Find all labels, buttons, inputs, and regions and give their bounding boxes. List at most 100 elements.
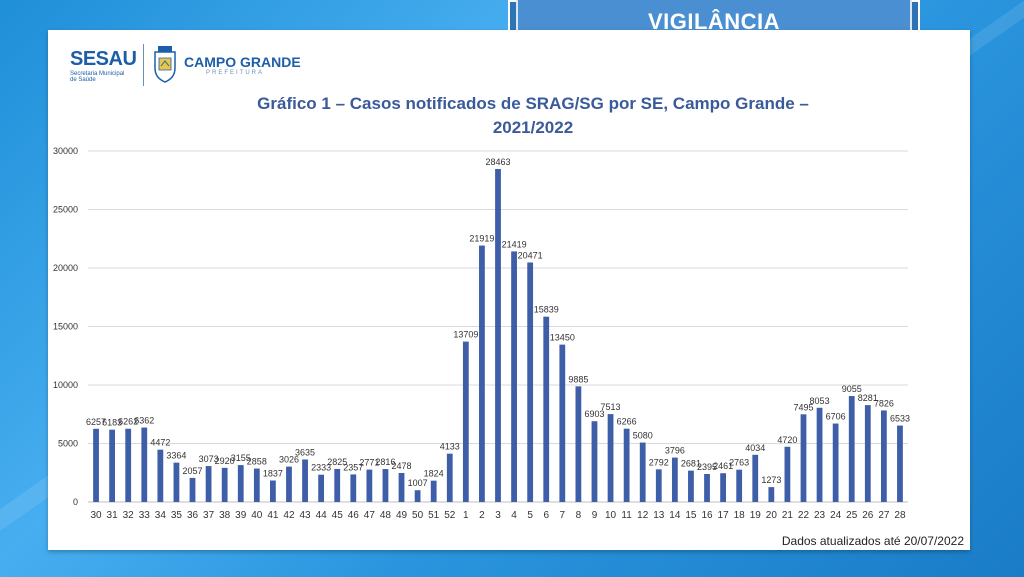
x-tick-label: 11 bbox=[621, 510, 632, 521]
x-tick-label: 33 bbox=[139, 510, 151, 521]
bar bbox=[800, 414, 807, 502]
data-label: 7826 bbox=[874, 398, 894, 408]
x-tick-label: 42 bbox=[283, 510, 295, 521]
x-tick-label: 7 bbox=[560, 510, 566, 521]
data-label: 2395 bbox=[697, 462, 717, 472]
sesau-logo-sub2: de Saúde bbox=[70, 77, 96, 83]
x-tick-label: 18 bbox=[734, 510, 746, 521]
data-label: 2825 bbox=[327, 457, 347, 467]
data-label: 1824 bbox=[424, 469, 444, 479]
data-label: 20471 bbox=[518, 250, 543, 260]
x-tick-label: 40 bbox=[251, 510, 263, 521]
bar bbox=[430, 480, 437, 502]
x-tick-label: 16 bbox=[701, 510, 713, 521]
data-label: 3073 bbox=[199, 454, 219, 464]
x-tick-label: 20 bbox=[766, 510, 778, 521]
bar bbox=[575, 386, 582, 502]
x-tick-label: 30 bbox=[90, 510, 102, 521]
x-tick-label: 17 bbox=[718, 510, 730, 521]
data-label: 1273 bbox=[761, 475, 781, 485]
bar-chart: 0500010000150002000025000300006257306183… bbox=[53, 146, 910, 521]
city-crest-icon bbox=[154, 46, 176, 83]
bar bbox=[527, 262, 534, 502]
bar bbox=[655, 469, 662, 502]
bar bbox=[414, 490, 421, 502]
bar bbox=[832, 423, 839, 502]
bar bbox=[125, 428, 132, 502]
data-updated-note: Dados atualizados até 20/07/2022 bbox=[781, 534, 964, 548]
data-label: 6266 bbox=[617, 417, 637, 427]
x-tick-label: 12 bbox=[637, 510, 649, 521]
x-tick-label: 47 bbox=[364, 510, 376, 521]
x-tick-label: 28 bbox=[894, 510, 906, 521]
x-tick-label: 10 bbox=[605, 510, 617, 521]
data-label: 6903 bbox=[584, 409, 604, 419]
data-label: 3796 bbox=[665, 446, 685, 456]
x-tick-label: 21 bbox=[782, 510, 794, 521]
data-label: 7495 bbox=[793, 402, 813, 412]
y-tick-label: 25000 bbox=[53, 205, 78, 215]
bar bbox=[688, 470, 694, 502]
data-label: 2333 bbox=[311, 463, 331, 473]
bar bbox=[141, 427, 148, 502]
x-tick-label: 9 bbox=[592, 510, 598, 521]
x-tick-label: 32 bbox=[123, 510, 135, 521]
data-label: 3026 bbox=[279, 455, 299, 465]
bar bbox=[173, 462, 180, 502]
data-label: 4034 bbox=[745, 443, 765, 453]
x-tick-label: 23 bbox=[814, 510, 826, 521]
x-tick-label: 50 bbox=[412, 510, 424, 521]
x-tick-label: 48 bbox=[380, 510, 392, 521]
campo-grande-logo: CAMPO GRANDE PREFEITURA bbox=[184, 54, 301, 76]
bar bbox=[189, 477, 196, 502]
bar bbox=[270, 480, 276, 502]
sesau-logo: SESAU Secretaria Municipal de Saúde bbox=[70, 48, 137, 83]
campo-grande-logo-sub: PREFEITURA bbox=[206, 70, 265, 76]
bar bbox=[286, 466, 292, 502]
sesau-logo-text: SESAU bbox=[70, 48, 137, 70]
x-tick-label: 38 bbox=[219, 510, 231, 521]
bar bbox=[768, 487, 775, 502]
bar bbox=[639, 442, 646, 502]
data-label: 13709 bbox=[453, 330, 478, 340]
data-label: 6262 bbox=[118, 417, 138, 427]
logo-divider bbox=[143, 44, 144, 86]
bar bbox=[591, 421, 598, 502]
data-label: 6533 bbox=[890, 414, 910, 424]
bar bbox=[93, 428, 99, 502]
x-tick-label: 37 bbox=[203, 510, 215, 521]
bar bbox=[366, 469, 373, 502]
data-label: 5080 bbox=[633, 431, 653, 441]
bar bbox=[382, 469, 389, 502]
y-tick-label: 5000 bbox=[58, 439, 78, 449]
data-label: 21419 bbox=[502, 239, 527, 249]
x-tick-label: 6 bbox=[543, 510, 549, 521]
x-tick-label: 41 bbox=[267, 510, 279, 521]
campo-grande-logo-text: CAMPO GRANDE bbox=[184, 54, 301, 70]
y-tick-label: 10000 bbox=[53, 380, 78, 390]
data-label: 2057 bbox=[182, 466, 202, 476]
chart-title-line2: 2021/2022 bbox=[492, 118, 574, 137]
data-label: 9885 bbox=[568, 374, 588, 384]
data-label: 4133 bbox=[440, 442, 460, 452]
x-tick-label: 52 bbox=[444, 510, 456, 521]
data-label: 2792 bbox=[649, 457, 669, 467]
data-label: 15839 bbox=[534, 305, 559, 315]
bar bbox=[897, 425, 903, 502]
data-label: 21919 bbox=[469, 234, 494, 244]
x-tick-label: 5 bbox=[527, 510, 533, 521]
data-label: 2763 bbox=[729, 458, 749, 468]
data-label: 2771 bbox=[359, 458, 379, 468]
bar bbox=[559, 344, 566, 502]
data-label: 3155 bbox=[231, 453, 251, 463]
x-tick-label: 3 bbox=[495, 510, 501, 521]
data-label: 8281 bbox=[858, 393, 878, 403]
bar bbox=[784, 446, 791, 502]
bar bbox=[720, 473, 726, 502]
x-tick-label: 46 bbox=[348, 510, 360, 521]
data-label: 2920 bbox=[215, 456, 235, 466]
data-label: 6183 bbox=[102, 418, 122, 428]
bar bbox=[446, 453, 453, 502]
bar bbox=[318, 474, 325, 502]
bar bbox=[880, 410, 887, 502]
